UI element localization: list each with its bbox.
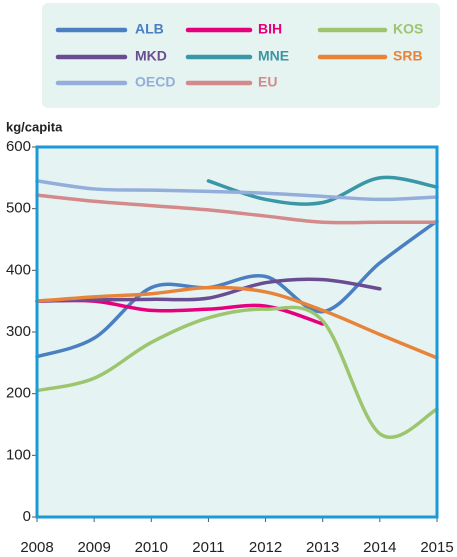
y-tick-label: 500 [6, 200, 31, 217]
series-line [35, 285, 439, 360]
series-line [206, 175, 439, 206]
x-tick-label: 2009 [77, 539, 110, 556]
x-tick-label: 2014 [363, 539, 396, 556]
x-tick-label: 2010 [135, 539, 168, 556]
y-tick-label: 200 [6, 385, 31, 402]
legend-label: OECD [135, 74, 175, 90]
legend-label: SRB [393, 48, 423, 64]
x-tick-label: 2013 [306, 539, 339, 556]
legend-label: MNE [258, 48, 289, 64]
y-tick-label: 400 [6, 261, 31, 278]
x-tick-label: 2012 [249, 539, 282, 556]
series-line [35, 277, 382, 303]
y-axis-label: kg/capita [6, 119, 63, 134]
y-tick-label: 100 [6, 446, 31, 463]
x-tick-label: 2015 [420, 539, 453, 556]
y-tick-label: 600 [6, 138, 31, 155]
x-tick-label: 2008 [20, 539, 53, 556]
y-tick-label: 300 [6, 323, 31, 340]
series-line [35, 179, 439, 202]
series-line [35, 193, 439, 225]
legend-label: BIH [258, 21, 282, 37]
y-tick-label: 0 [23, 508, 31, 525]
x-tick-label: 2011 [192, 539, 224, 556]
legend-label: MKD [135, 48, 167, 64]
legend-label: EU [258, 74, 277, 90]
series-line [35, 305, 439, 439]
legend-label: KOS [393, 21, 423, 37]
series-line [35, 219, 439, 359]
plot-border [35, 145, 439, 519]
legend-label: ALB [135, 21, 164, 37]
